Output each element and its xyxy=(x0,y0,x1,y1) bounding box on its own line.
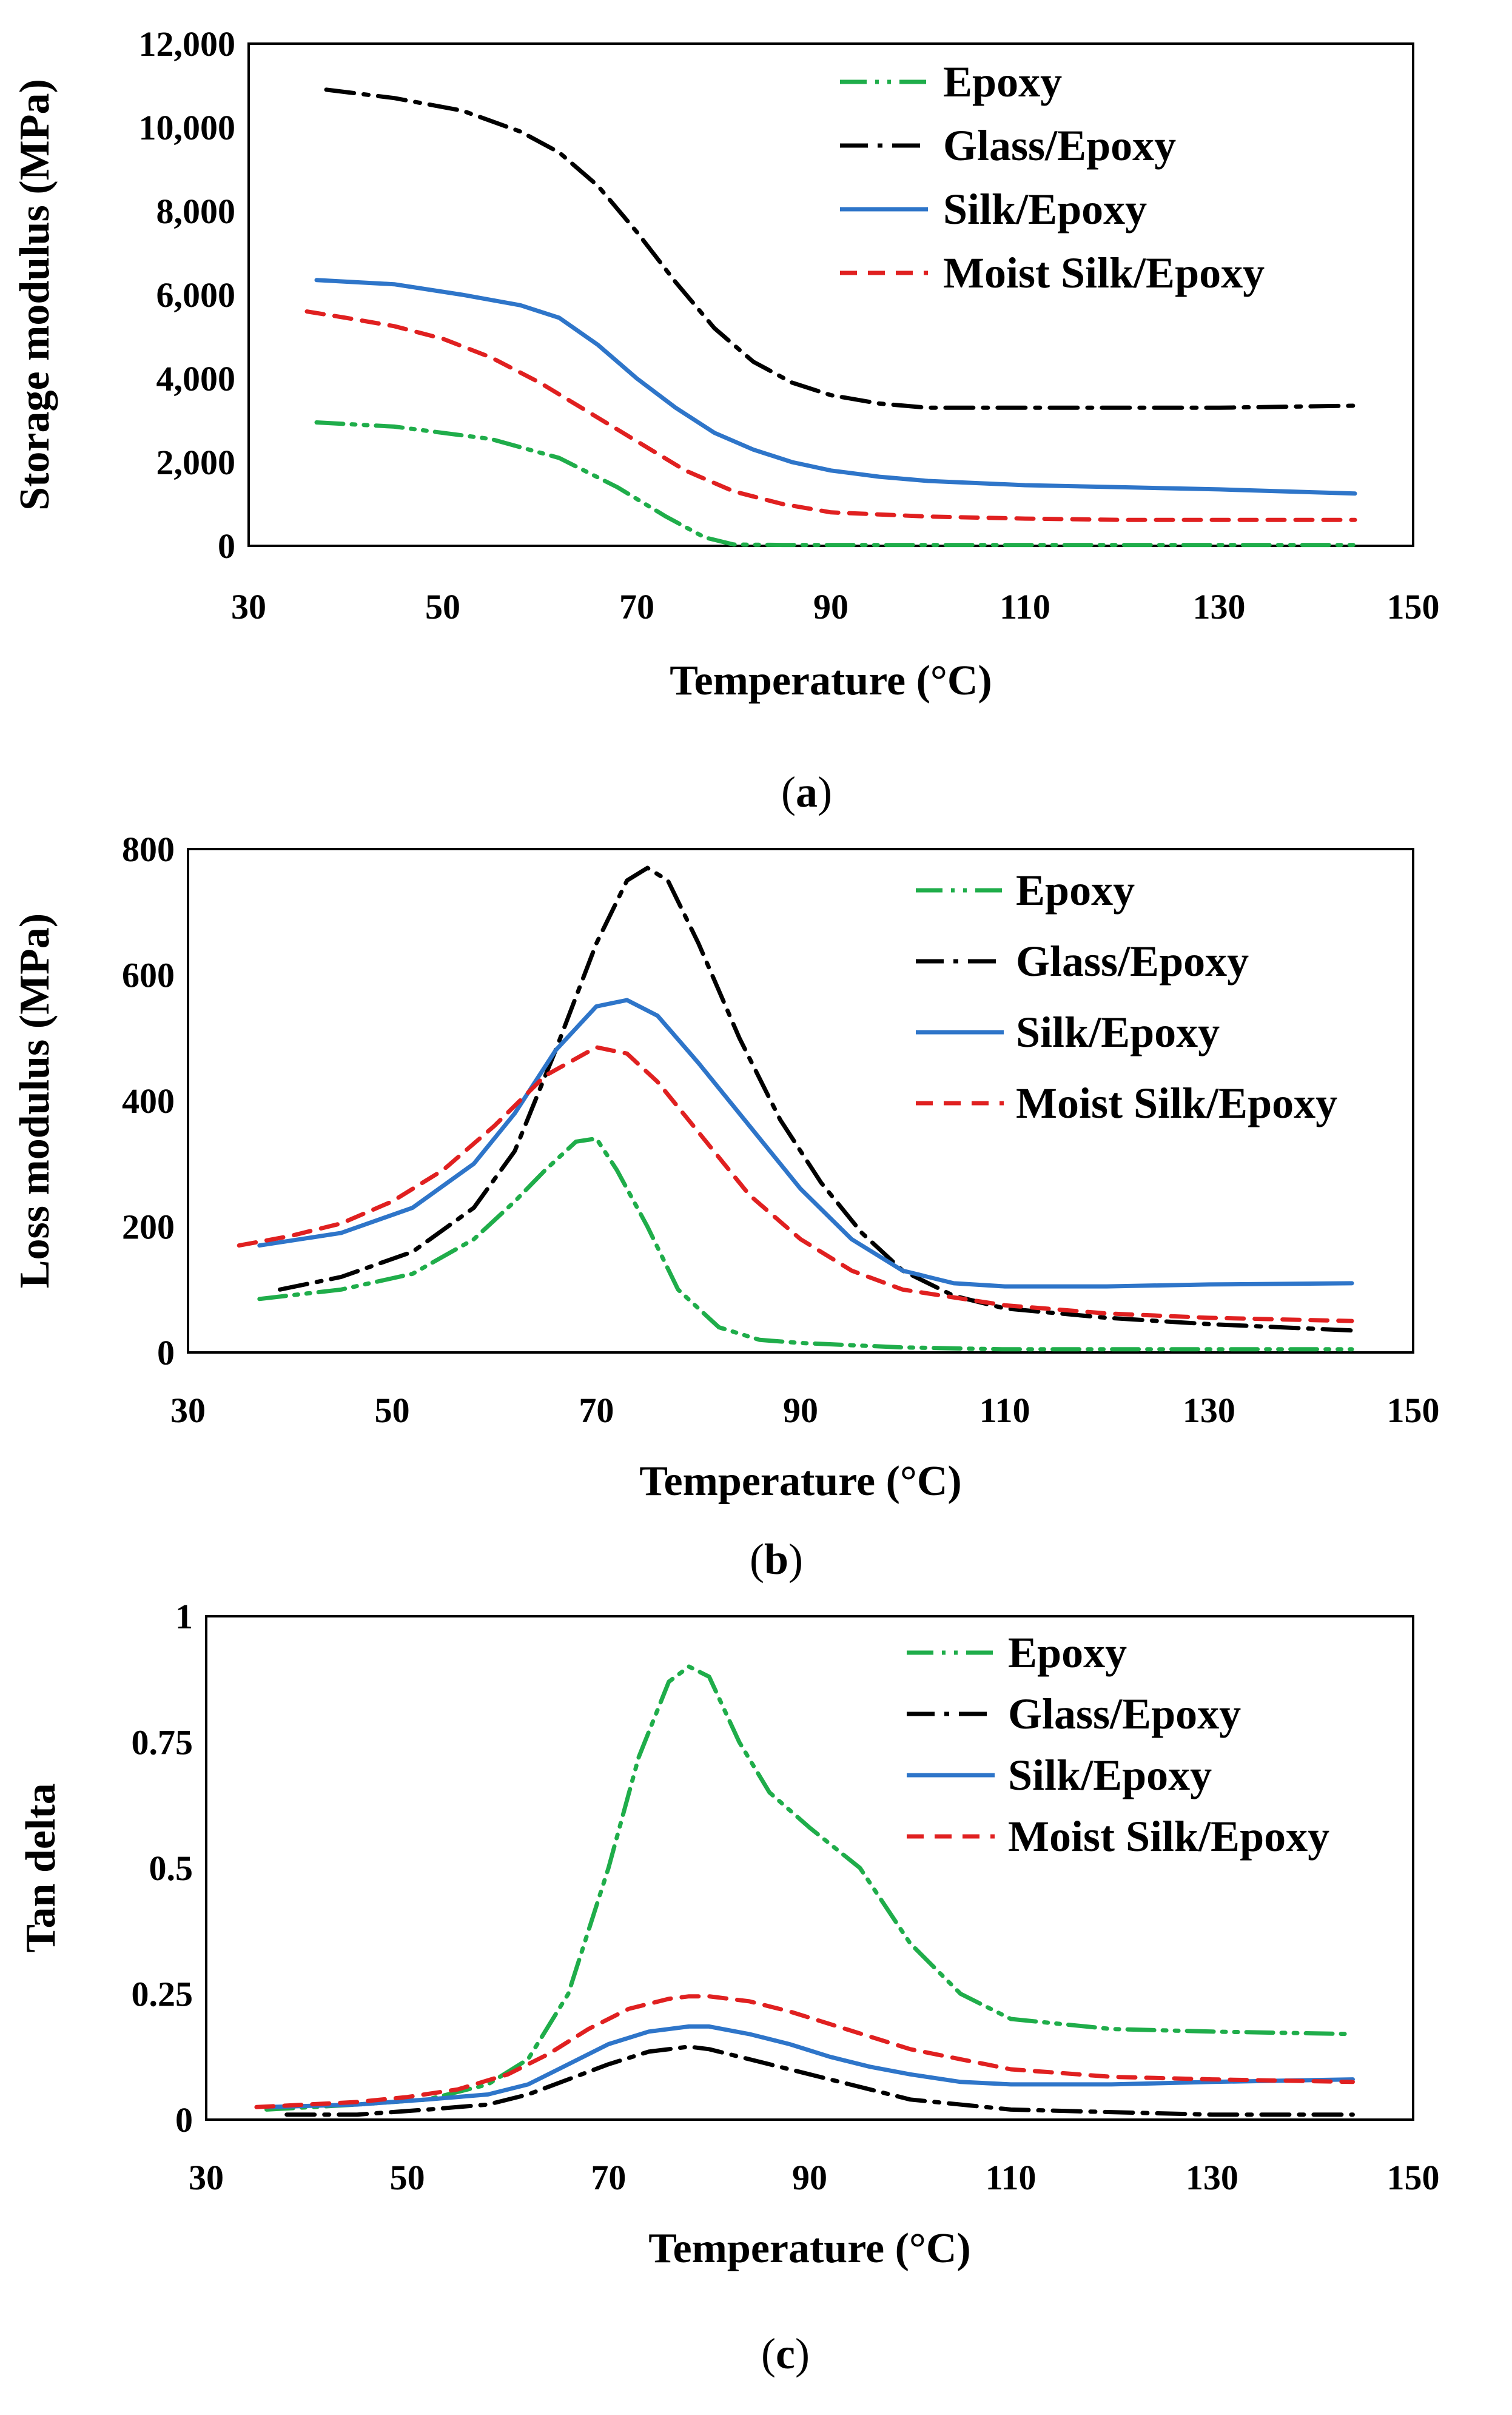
y-tick-label: 400 xyxy=(122,1081,175,1121)
y-tick-label: 1 xyxy=(175,1597,193,1636)
x-tick-label: 150 xyxy=(1387,2158,1440,2197)
x-tick-label: 90 xyxy=(783,1391,818,1430)
y-tick-label: 200 xyxy=(122,1208,175,1247)
x-axis-title: Temperature (°C) xyxy=(648,2225,971,2272)
caption-paren-open: ( xyxy=(750,1535,764,1584)
caption-paren-open: ( xyxy=(781,768,796,816)
x-tick-label: 130 xyxy=(1183,1391,1235,1430)
y-tick-label: 0.5 xyxy=(149,1849,193,1888)
caption-letter: c xyxy=(776,2329,795,2378)
x-tick-label: 150 xyxy=(1387,1391,1440,1430)
y-tick-label: 0.75 xyxy=(132,1723,193,1762)
x-tick-label: 110 xyxy=(979,1391,1030,1430)
caption-paren-close: ) xyxy=(788,1535,803,1584)
x-axis-title: Temperature (°C) xyxy=(670,657,992,704)
x-tick-label: 110 xyxy=(1000,587,1050,626)
series-line-epoxy xyxy=(257,1136,1354,1352)
y-tick-label: 10,000 xyxy=(139,108,236,147)
x-axis-title: Temperature (°C) xyxy=(639,1458,962,1505)
y-tick-label: 8,000 xyxy=(156,192,236,231)
x-tick-label: 50 xyxy=(425,587,460,626)
x-tick-label: 90 xyxy=(813,587,848,626)
legend-label-silk-epoxy: Silk/Epoxy xyxy=(943,185,1147,233)
chart-caption: (b) xyxy=(750,1535,803,1584)
y-tick-label: 800 xyxy=(122,830,175,869)
caption-paren-close: ) xyxy=(818,768,832,816)
y-tick-label: 12,000 xyxy=(139,24,236,64)
x-tick-label: 70 xyxy=(591,2158,626,2197)
y-axis-title: Loss modulus (MPa) xyxy=(12,913,58,1288)
legend-label-epoxy: Epoxy xyxy=(943,58,1062,106)
legend-label-moist-silk-epoxy: Moist Silk/Epoxy xyxy=(1016,1079,1337,1127)
caption-letter: b xyxy=(764,1535,788,1584)
y-tick-label: 0 xyxy=(218,526,235,566)
y-tick-label: 0 xyxy=(157,1333,175,1372)
legend-label-glass-epoxy: Glass/Epoxy xyxy=(1008,1690,1241,1738)
y-tick-label: 4,000 xyxy=(156,359,236,398)
series-line-glass-epoxy xyxy=(324,87,1357,410)
y-axis-title: Tan delta xyxy=(18,1783,64,1952)
x-tick-label: 130 xyxy=(1186,2158,1238,2197)
y-tick-label: 600 xyxy=(122,956,175,995)
y-tick-label: 0.25 xyxy=(132,1975,193,2014)
legend-label-glass-epoxy: Glass/Epoxy xyxy=(943,121,1176,170)
chart-a: 0 2,000 4,000 6,000 8,000 10,000 12,000 30 50 70 9… xyxy=(12,24,1440,816)
x-tick-label: 30 xyxy=(189,2158,224,2197)
legend-label-moist-silk-epoxy: Moist Silk/Epoxy xyxy=(1008,1812,1329,1861)
x-tick-label: 130 xyxy=(1193,587,1246,626)
x-tick-label: 90 xyxy=(792,2158,827,2197)
series-line-epoxy xyxy=(314,420,1357,548)
x-tick-label: 70 xyxy=(619,587,654,626)
series-line-moist-silk-epoxy xyxy=(237,1045,1354,1323)
plot-frame xyxy=(205,1615,1414,2121)
x-tick-label: 150 xyxy=(1387,587,1440,626)
y-tick-label: 6,000 xyxy=(156,275,236,315)
x-tick-label: 70 xyxy=(579,1391,614,1430)
legend-label-silk-epoxy: Silk/Epoxy xyxy=(1016,1008,1220,1056)
chart-caption: (a) xyxy=(781,768,832,816)
y-tick-label: 2,000 xyxy=(156,443,236,482)
y-tick-label: 0 xyxy=(175,2100,193,2140)
legend-label-moist-silk-epoxy: Moist Silk/Epoxy xyxy=(943,249,1265,297)
series-line-moist-silk-epoxy xyxy=(304,309,1357,522)
caption-letter: a xyxy=(796,768,818,816)
x-tick-label: 50 xyxy=(390,2158,425,2197)
series-line-epoxy xyxy=(264,1664,1355,2112)
caption-paren-open: ( xyxy=(761,2329,776,2378)
caption-paren-close: ) xyxy=(795,2329,810,2378)
chart-caption: (c) xyxy=(761,2329,810,2378)
legend-label-epoxy: Epoxy xyxy=(1008,1628,1127,1677)
series-line-moist-silk-epoxy xyxy=(254,1994,1355,2109)
series-line-silk-epoxy xyxy=(264,2024,1355,2109)
x-tick-label: 30 xyxy=(170,1391,206,1430)
x-tick-label: 110 xyxy=(986,2158,1037,2197)
x-tick-label: 30 xyxy=(231,587,266,626)
series-line-glass-epoxy xyxy=(284,2044,1355,2117)
series-line-silk-epoxy xyxy=(257,998,1354,1289)
x-tick-label: 50 xyxy=(375,1391,410,1430)
chart-b: 0 200 400 600 800 30 50 70 90 110 130 150 Temperatur… xyxy=(12,830,1440,1584)
y-axis-title: Storage modulus (MPa) xyxy=(12,79,58,511)
plot-frame xyxy=(187,848,1414,1354)
legend-label-silk-epoxy: Silk/Epoxy xyxy=(1008,1751,1212,1799)
legend-label-epoxy: Epoxy xyxy=(1016,866,1135,915)
series-line-silk-epoxy xyxy=(314,278,1357,496)
legend-label-glass-epoxy: Glass/Epoxy xyxy=(1016,937,1249,986)
